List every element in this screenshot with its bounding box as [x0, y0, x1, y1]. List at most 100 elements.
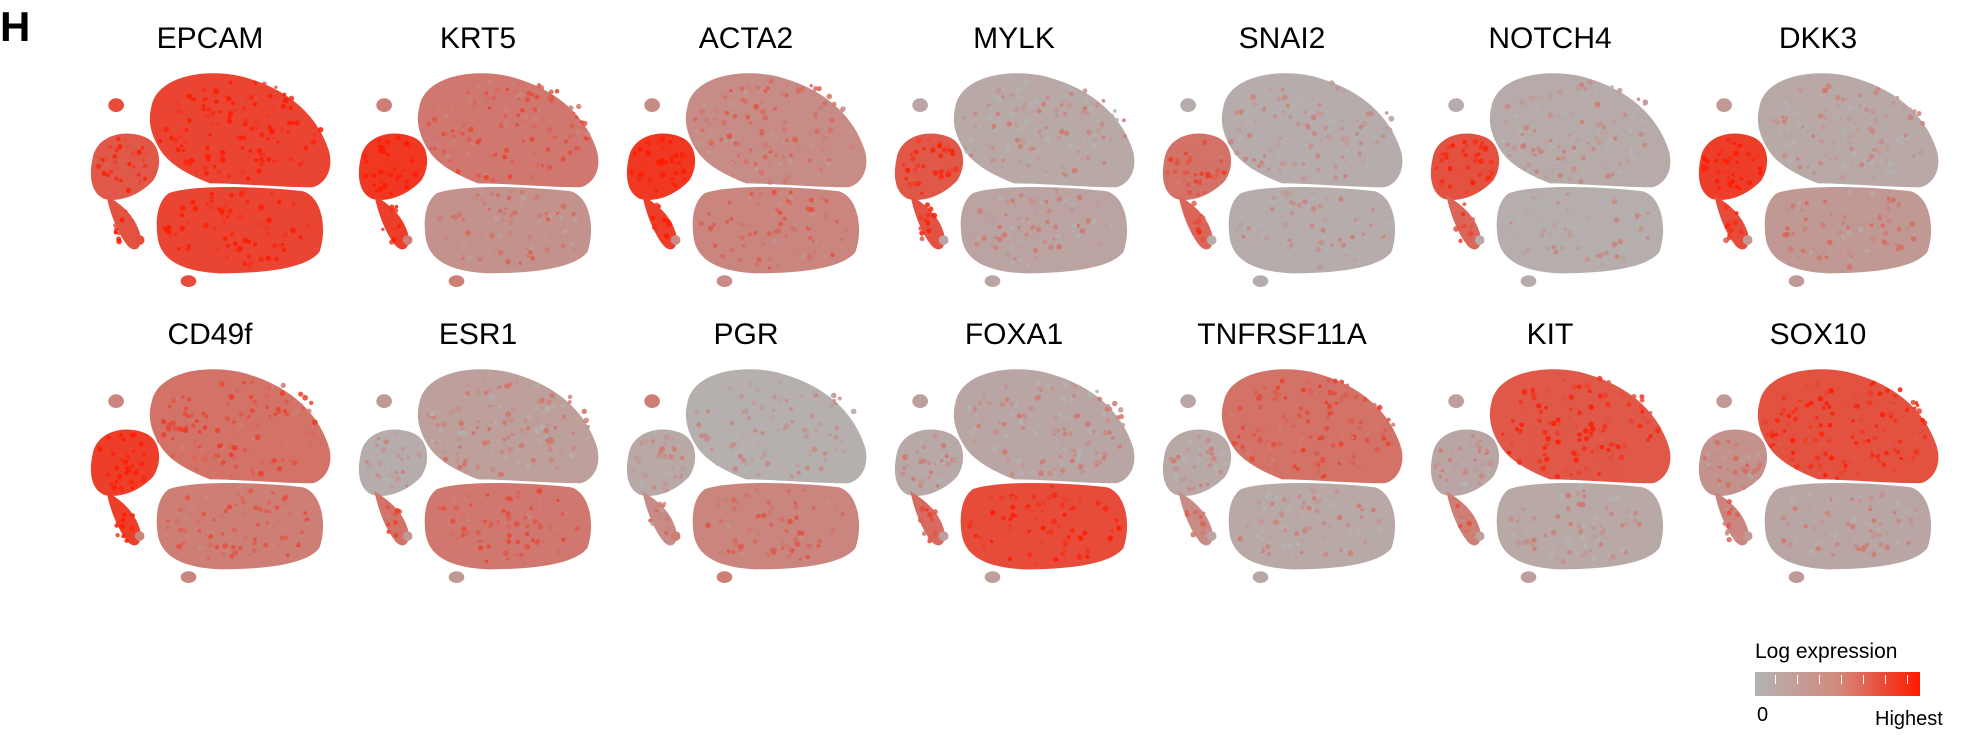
- cell-point: [570, 133, 576, 139]
- cell-point: [441, 421, 448, 427]
- cell-point: [1306, 173, 1311, 179]
- cell-point: [1597, 198, 1604, 205]
- cell-point: [1038, 470, 1044, 476]
- cell-point: [761, 512, 767, 519]
- cell-point: [926, 512, 933, 518]
- cell-point: [535, 430, 539, 435]
- cell-point: [1372, 402, 1377, 408]
- cell-point: [1073, 453, 1077, 458]
- cell-point: [1044, 199, 1049, 204]
- cell-point: [1072, 425, 1076, 429]
- cell-point: [785, 82, 790, 87]
- cell-point: [1196, 443, 1201, 448]
- cell-point: [1576, 246, 1580, 250]
- cell-point: [1013, 257, 1017, 261]
- cell-point: [410, 158, 415, 163]
- cell-point: [202, 425, 208, 430]
- cell-point: [501, 420, 508, 426]
- cell-point: [1787, 542, 1794, 548]
- gene-title: NOTCH4: [1488, 22, 1612, 55]
- gene-title: MYLK: [973, 22, 1055, 55]
- cell-point: [464, 93, 470, 99]
- cell-point: [919, 506, 926, 512]
- cell-point: [1095, 451, 1099, 455]
- cell-point: [226, 243, 230, 248]
- cell-point: [118, 433, 123, 438]
- cell-point: [383, 158, 388, 163]
- cell-point: [837, 396, 842, 401]
- cell-point: [1710, 442, 1717, 449]
- cell-point: [932, 170, 939, 176]
- cell-point: [670, 177, 675, 182]
- cell-point: [1024, 101, 1028, 106]
- cell-point: [540, 163, 545, 168]
- feature-plot-kit: KIT: [1420, 320, 1680, 585]
- cell-point: [1732, 219, 1739, 226]
- cell-point: [1845, 407, 1851, 412]
- cell-point: [671, 445, 676, 450]
- cell-point: [142, 164, 148, 170]
- cell-point: [506, 524, 512, 529]
- cell-point: [114, 148, 119, 153]
- cell-point: [1054, 107, 1060, 113]
- cell-point: [1462, 469, 1469, 476]
- cell-point: [1284, 117, 1291, 124]
- cell-point: [799, 393, 804, 398]
- cell-point: [920, 191, 924, 196]
- cell-point: [718, 417, 723, 422]
- cell-point: [1513, 513, 1519, 519]
- cell-point: [544, 211, 549, 216]
- cell-point: [1028, 198, 1035, 205]
- cell-point: [507, 447, 514, 453]
- cell-point: [662, 441, 668, 447]
- cell-point: [828, 532, 833, 536]
- cell-point: [1276, 96, 1282, 102]
- cell-point: [1357, 151, 1362, 156]
- cell-point: [1239, 121, 1244, 126]
- cell-point: [944, 454, 949, 459]
- cell-point: [456, 128, 463, 135]
- cell-point: [1312, 189, 1318, 196]
- cell-point: [1586, 145, 1592, 152]
- cell-point: [726, 522, 731, 528]
- cell-point: [543, 428, 549, 434]
- cell-point: [1076, 194, 1083, 201]
- cell-point: [445, 516, 452, 522]
- cell-point: [1457, 524, 1463, 529]
- cell-point: [814, 128, 820, 135]
- cell-point: [973, 124, 979, 129]
- cell-point: [363, 153, 367, 158]
- cell-point: [585, 436, 590, 441]
- cell-point: [437, 506, 442, 511]
- cell-point: [753, 103, 760, 110]
- cell-point: [533, 116, 539, 121]
- cell-point: [1068, 143, 1074, 150]
- cell-point: [550, 170, 555, 175]
- cell-point: [1311, 130, 1318, 137]
- cell-point: [1909, 524, 1914, 529]
- cell-point: [975, 442, 982, 449]
- cell-point: [388, 442, 394, 448]
- cell-point: [795, 463, 800, 468]
- cell-point: [730, 554, 734, 558]
- cell-point: [1062, 427, 1066, 431]
- cell-point: [1067, 86, 1074, 92]
- cell-point: [680, 154, 684, 159]
- cell-point: [182, 139, 188, 145]
- cell-point: [263, 542, 269, 548]
- cell-point: [1214, 149, 1219, 154]
- cell-point: [1543, 533, 1548, 538]
- gene-title: SOX10: [1769, 318, 1867, 351]
- cell-point: [904, 464, 909, 469]
- cell-point: [523, 431, 528, 435]
- cell-point: [760, 430, 765, 436]
- cell-point: [1608, 456, 1613, 461]
- cell-point: [506, 383, 512, 389]
- cell-point: [1570, 138, 1575, 143]
- cell-point: [673, 171, 678, 175]
- cell-point: [976, 423, 981, 429]
- cell-point: [1066, 102, 1073, 108]
- cell-point: [228, 80, 233, 85]
- cell-point: [1576, 484, 1583, 491]
- cell-point: [515, 123, 519, 127]
